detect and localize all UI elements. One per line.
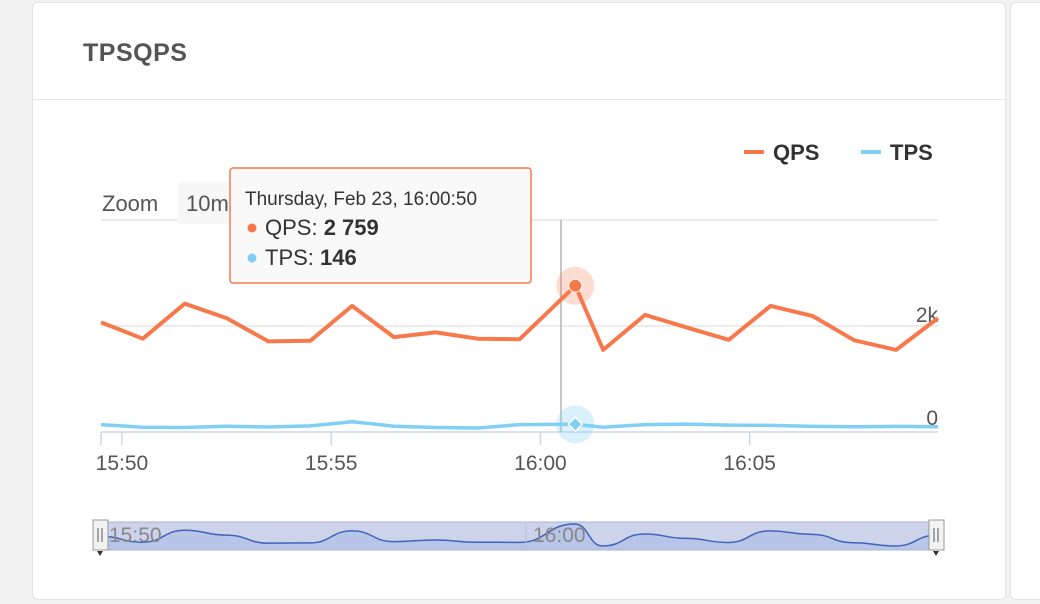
tooltip-name-qps: QPS [265,215,311,240]
x-tick-label-1555: 15:55 [305,452,358,475]
legend-label-qps: QPS [773,140,819,165]
handle-left-marker [97,551,103,556]
tooltip-name-tps: TPS [265,245,308,270]
tooltip-dot-qps [247,223,257,233]
series-group [100,283,940,430]
tooltip-value-tps: 146 [320,245,357,270]
tooltip-title: Thursday, Feb 23, 16:00:50 [245,189,477,210]
hover-point-qps [568,278,583,293]
card-header [33,3,1005,100]
navigator-series [100,523,938,550]
adjacent-card [1010,2,1040,600]
y-tick-2k: 2k [916,304,939,327]
navigator-tick-1550: 15:50 [109,524,162,547]
tooltip-value-qps: 2 759 [324,215,379,240]
legend: QPS TPS [744,140,933,165]
navigator-tick-1600: 16:00 [533,524,586,547]
x-tick-label-1605: 16:05 [723,452,776,475]
x-axis: 15:50 15:55 16:00 16:05 [96,432,776,475]
handle-right-marker [933,551,939,556]
hover-point-tps [567,416,584,433]
zoom-10m-button-bg [178,182,238,224]
navigator-handle-right[interactable] [928,519,945,556]
tooltip-sep-qps: : [311,215,323,240]
zoom-10m-button-label: 10m [186,191,229,216]
handle-left-box [92,519,109,551]
tooltip-row-tps: TPS: 146 [265,245,357,270]
x-tick-label-1600: 16:00 [514,452,567,475]
tooltip-row-qps: QPS: 2 759 [265,215,379,240]
hover-markers [556,266,595,444]
tooltip-dot-tps [247,253,257,263]
x-tick-label-1550: 15:50 [96,452,149,475]
tpsqps-card: TPS QPS [32,2,1006,600]
navigator-handle-left[interactable] [92,519,109,556]
handle-right-box [928,519,945,551]
navigator[interactable]: 15:50 16:00 [92,519,945,556]
series-line-qps[interactable] [100,283,940,352]
tooltip-box [229,167,532,284]
zoom-label: Zoom [102,191,158,216]
card-title: TPSQPS [83,39,188,67]
navigator-line [100,523,938,547]
tooltip: Thursday, Feb 23, 16:00:50 QPS: 2 759 TP… [229,167,532,284]
y-tick-0: 0 [926,407,938,430]
legend-item-tps[interactable]: TPS [861,140,933,165]
zoom-10m-button[interactable]: 10m [178,182,238,224]
legend-item-qps[interactable]: QPS [744,140,819,165]
series-line-tps[interactable] [100,419,939,430]
legend-label-tps: TPS [890,140,933,165]
tooltip-sep-tps: : [308,245,320,270]
